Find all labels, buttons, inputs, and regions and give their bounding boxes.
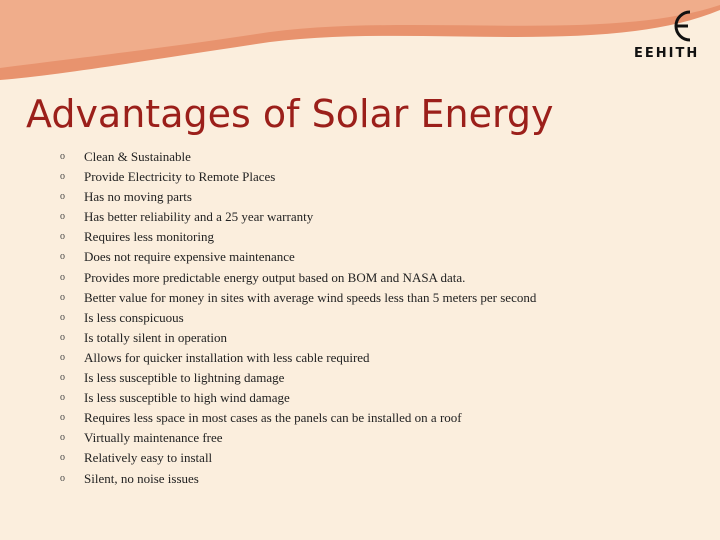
bullet-item: o Is less susceptible to lightning damage (60, 368, 536, 388)
bullet-marker: o (60, 351, 65, 363)
bullet-text: Virtually maintenance free (84, 430, 223, 446)
bullet-item: o Requires less monitoring (60, 227, 536, 247)
bullet-item: o Relatively easy to install (60, 448, 536, 468)
bullet-marker: o (60, 452, 65, 464)
bullet-item: o Virtually maintenance free (60, 428, 536, 448)
bullet-text: Allows for quicker installation with les… (84, 349, 370, 365)
bullet-item: o Provide Electricity to Remote Places (60, 167, 536, 187)
logo: EEHITH (634, 46, 700, 61)
bullet-marker: o (60, 311, 65, 323)
bullet-item: o Is less conspicuous (60, 308, 536, 328)
bullet-item: o Silent, no noise issues (60, 469, 536, 489)
bullet-text: Is less conspicuous (84, 309, 184, 325)
bullet-marker: o (60, 432, 65, 444)
bullet-marker: o (60, 291, 65, 303)
bullet-text: Relatively easy to install (84, 450, 213, 466)
bullet-marker: o (60, 171, 65, 183)
bullet-item: o Better value for money in sites with av… (60, 288, 536, 308)
bullet-marker: o (60, 372, 65, 384)
bullet-item: o Requires less space in most cases as th… (60, 408, 536, 428)
bullet-text: Is less susceptible to lightning damage (84, 370, 285, 386)
bullet-marker: o (60, 231, 65, 243)
bullet-marker: o (60, 331, 65, 343)
bullet-text: Has no moving parts (84, 189, 192, 205)
bullet-text: Is totally silent in operation (84, 329, 227, 345)
bullet-marker: o (60, 251, 65, 263)
bullet-item: o Does not require expensive maintenance (60, 247, 536, 267)
bullet-marker: o (60, 412, 65, 424)
bullet-marker: o (60, 211, 65, 223)
bullet-item: o Allows for quicker installation with le… (60, 348, 536, 368)
bullet-marker: o (60, 191, 65, 203)
bullet-text: Clean & Sustainable (84, 149, 191, 164)
bullet-marker: o (60, 392, 65, 404)
bullet-item: o Has no moving parts (60, 187, 536, 207)
bullet-item: o Clean & Sustainable (60, 147, 536, 167)
bullet-text: Silent, no noise issues (84, 470, 199, 486)
bullet-item: o Is less susceptible to high wind damage (60, 388, 536, 408)
bullet-text: Has better reliability and a 25 year war… (84, 209, 314, 225)
bullet-text: Is less susceptible to high wind damage (84, 390, 290, 406)
bullet-text: Does not require expensive maintenance (84, 249, 295, 265)
bullet-text: Better value for money in sites with ave… (84, 289, 537, 305)
bullet-item: o Provides more predictable energy output… (60, 268, 536, 288)
bullet-item: o Is totally silent in operation (60, 328, 536, 348)
bullet-text: Requires less monitoring (84, 229, 214, 245)
bullet-marker: o (60, 472, 65, 484)
header-decoration (0, 0, 720, 80)
slide-title: Advantages of Solar Energy (26, 92, 554, 136)
bullet-item: o Has better reliability and a 25 year wa… (60, 207, 536, 227)
bullet-list: o Clean & Sustainable o Provide Electricity… (60, 147, 536, 489)
bullet-marker: o (60, 151, 65, 162)
bullet-text: Provide Electricity to Remote Places (84, 169, 276, 185)
bullet-text: Requires less space in most cases as the… (84, 410, 462, 426)
bullet-text: Provides more predictable energy output … (84, 269, 466, 285)
bullet-marker: o (60, 271, 65, 283)
